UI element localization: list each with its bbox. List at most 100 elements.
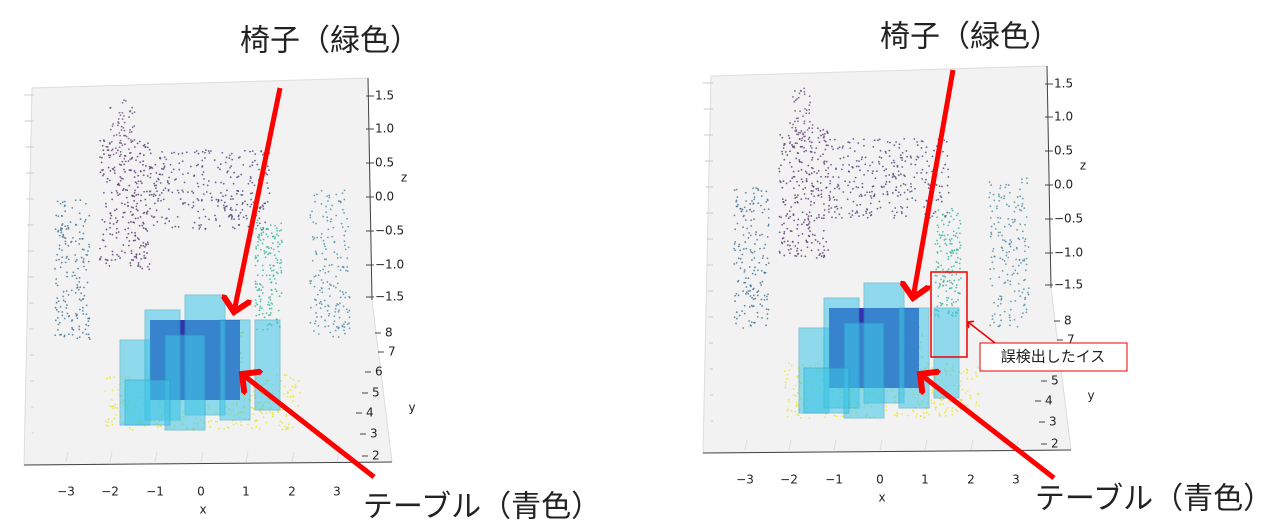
point [85,202,87,205]
point [345,269,347,272]
point [779,252,781,254]
point [1026,182,1029,185]
x-axis-label: x [199,503,206,517]
point [58,321,61,324]
point [763,294,766,297]
point [989,217,992,219]
point [326,236,329,239]
point [849,147,852,149]
point [177,225,180,228]
point [268,304,271,307]
point [948,238,951,241]
point [916,172,918,174]
point [893,214,896,217]
point [155,180,158,183]
point [298,391,301,394]
point [77,288,80,291]
point [901,166,904,168]
point [921,177,924,180]
point [947,297,950,299]
point [1024,296,1027,299]
point [83,249,85,251]
point [800,198,803,201]
point [1019,295,1022,298]
point [822,217,825,220]
point [870,211,873,213]
point [758,234,761,237]
point [1025,177,1028,180]
point [64,240,67,243]
point [1004,186,1007,189]
point [278,424,281,427]
point [276,259,279,262]
point [86,254,89,256]
point [153,193,155,196]
point [276,261,279,264]
point [751,251,754,254]
point [124,143,126,146]
point [817,187,819,190]
point [339,296,342,299]
point [833,187,836,190]
point [153,182,156,185]
point [1009,319,1012,322]
point [265,233,268,236]
point [131,140,134,143]
point [270,307,273,310]
point [759,303,762,306]
point [332,323,335,325]
point [291,400,294,402]
point [826,175,829,178]
point [128,427,131,430]
point [246,423,249,426]
point [198,224,200,227]
point [752,294,755,297]
point [272,248,275,251]
point [84,218,87,221]
point [319,269,322,272]
point [132,259,135,262]
point [948,211,951,214]
point [828,211,830,213]
point [739,249,742,252]
point [313,237,316,239]
point [332,226,335,229]
floor-grid [970,439,974,451]
point [803,122,806,125]
point [313,285,316,288]
point [83,294,86,297]
point [1008,314,1011,317]
point [331,235,334,238]
point [78,281,81,283]
point [333,251,336,254]
point [1019,188,1021,191]
point [754,273,757,276]
point [800,129,803,132]
point [117,121,119,123]
point [109,233,112,235]
point [798,184,801,187]
point [133,176,136,179]
point [993,199,996,202]
point [840,206,843,209]
y-tick-label: 3 [1049,415,1057,429]
point [315,312,317,314]
point [70,289,73,292]
point [766,235,769,238]
point [226,171,229,174]
point [920,147,923,149]
point [68,314,71,317]
point [745,286,748,288]
point [761,316,763,319]
point [794,109,797,112]
point [133,125,136,127]
point [111,250,114,253]
point [899,156,902,159]
point [226,426,229,429]
point [766,257,769,260]
point [1025,263,1028,266]
point [155,184,158,187]
point [736,280,739,283]
point [905,150,908,152]
point [945,140,948,143]
